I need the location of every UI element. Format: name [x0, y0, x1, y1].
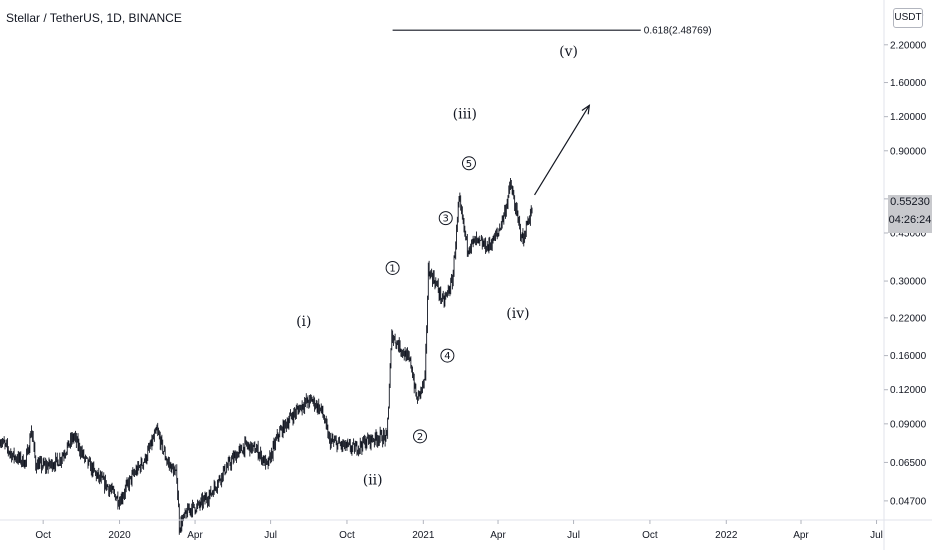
x-tick-label: Oct	[642, 530, 658, 541]
y-tick-label: 1.60000	[890, 78, 927, 89]
x-tick-label: Oct	[339, 530, 355, 541]
bar-countdown: 04:26:24	[888, 214, 932, 226]
wave-label: (v)	[559, 44, 578, 60]
x-tick-label: Jul	[567, 530, 580, 541]
sub-wave-circle	[413, 429, 428, 444]
time-axis[interactable]: Oct 2020 Apr Jul Oct 2021 Apr Jul Oct 2022 Apr Jul	[0, 519, 932, 541]
y-tick-label: 2.20000	[890, 40, 927, 51]
x-tick-label: 2022	[715, 530, 738, 541]
y-tick-label: 0.45000	[890, 228, 927, 239]
sub-wave-label: 4	[444, 351, 450, 362]
sub-wave-circle	[461, 156, 476, 171]
last-price-value: 0.55230	[890, 196, 930, 208]
projection-arrow-head	[581, 104, 591, 115]
price-series	[0, 177, 533, 535]
sub-wave-label: 2	[417, 432, 423, 443]
sub-wave-circle	[438, 211, 453, 226]
y-tick-label: 0.12000	[890, 385, 927, 396]
sub-wave-circle	[440, 348, 455, 363]
x-tick-label: Apr	[187, 530, 203, 541]
x-tick-label: Oct	[35, 530, 51, 541]
sub-wave-circle	[385, 260, 400, 275]
sub-wave-label: 1	[389, 263, 395, 274]
wave-label: (iii)	[453, 107, 477, 123]
wave-label: (ii)	[363, 472, 383, 488]
y-tick-label: 0.09000	[890, 419, 927, 430]
x-tick-label: 2021	[412, 530, 435, 541]
fib-target-label: 0.618(2.48769)	[644, 26, 712, 37]
symbol-title: Stellar / TetherUS, 1D, BINANCE	[6, 11, 182, 25]
projection-arrow	[534, 105, 590, 196]
wave-label: (i)	[296, 314, 311, 330]
sub-wave-label: 5	[466, 159, 472, 170]
currency-button[interactable]: USDT	[893, 8, 923, 28]
price-axis[interactable]: 2.200001.600001.200000.900000.600000.450…	[883, 0, 927, 550]
sub-wave-label: 3	[443, 214, 449, 225]
annotations: (i) (ii) (iii) (iv) (v) 1 2 3 4 5 0.618(2.48769)	[296, 26, 712, 489]
y-tick-label: 0.30000	[890, 277, 927, 288]
wave-label: (iv)	[506, 306, 529, 322]
last-price-tag: 0.55230 04:26:24	[888, 195, 932, 233]
y-tick-label: 0.22000	[890, 313, 927, 324]
y-tick-label: 0.90000	[890, 146, 927, 157]
y-tick-label: 0.06500	[890, 458, 927, 469]
x-tick-label: 2020	[108, 530, 131, 541]
y-tick-label: 0.16000	[890, 351, 927, 362]
x-tick-label: Apr	[490, 530, 506, 541]
x-tick-label: Jul	[264, 530, 277, 541]
x-tick-label: Jul	[870, 530, 883, 541]
y-tick-label: 1.20000	[890, 112, 927, 123]
y-tick-label: 0.04700	[890, 496, 927, 507]
x-tick-label: Apr	[793, 530, 809, 541]
